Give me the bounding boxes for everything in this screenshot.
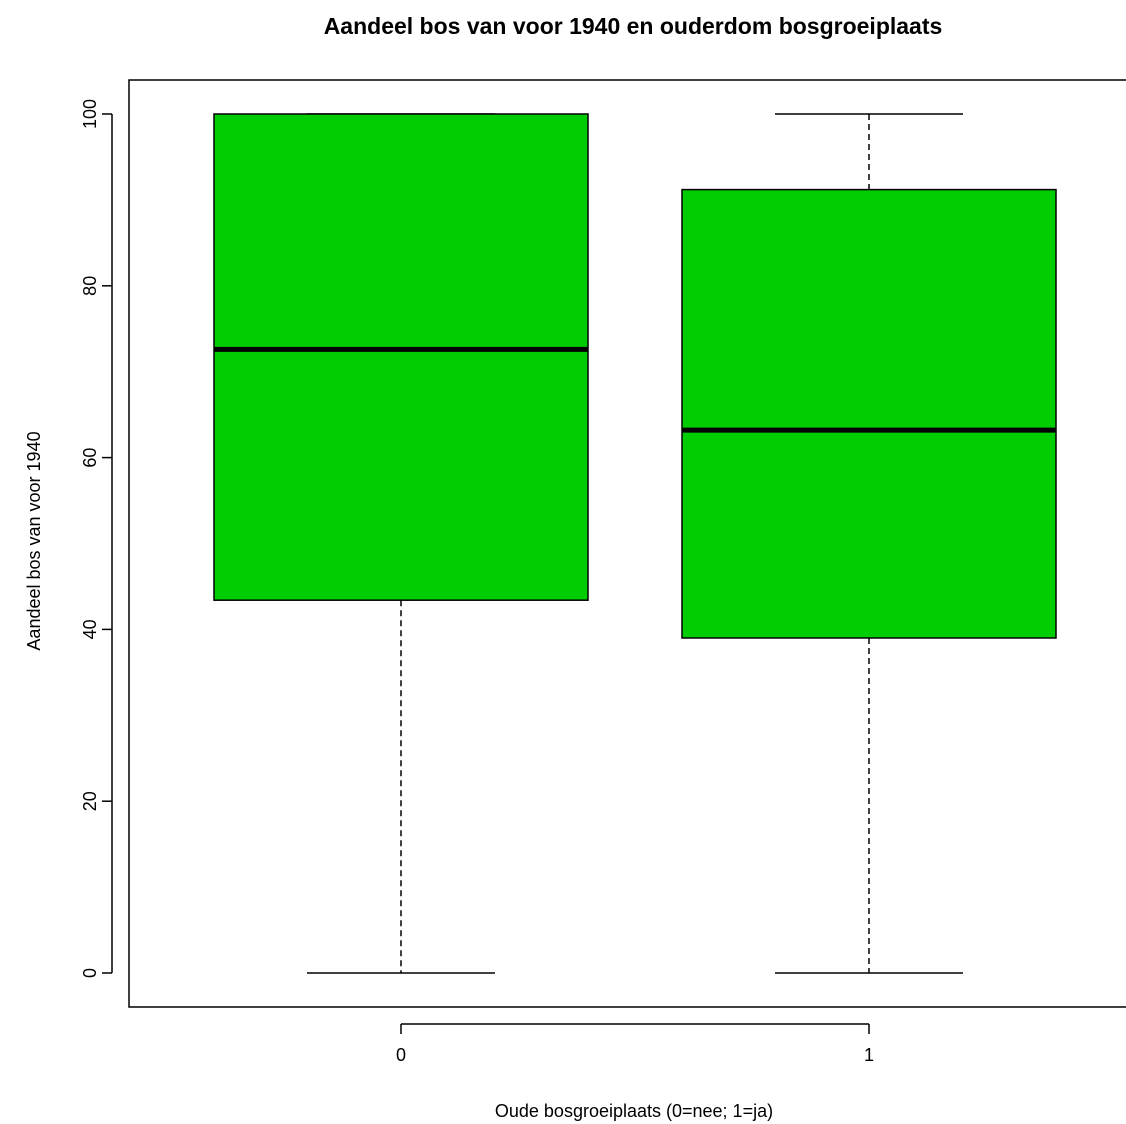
chart-title: Aandeel bos van voor 1940 en ouderdom bo… [324,13,943,39]
box-0 [213,113,589,974]
y-tick-label: 80 [80,276,100,296]
y-tick-label: 20 [80,791,100,811]
x-axis-label: Oude bosgroeiplaats (0=nee; 1=ja) [495,1101,773,1121]
y-axis-label: Aandeel bos van voor 1940 [24,431,44,650]
box-1 [681,113,1057,974]
x-tick-label: 0 [396,1045,406,1065]
iqr-box [681,188,1057,639]
x-tick-label: 1 [864,1045,874,1065]
boxes-group [213,113,1057,974]
y-tick-label: 0 [80,968,100,978]
y-axis: 0 20 40 60 80 100 [80,99,113,978]
plot-frame [128,79,1126,1008]
y-tick-label: 100 [80,99,100,129]
iqr-box [213,113,589,601]
y-tick-label: 40 [80,619,100,639]
y-tick-label: 60 [80,448,100,468]
